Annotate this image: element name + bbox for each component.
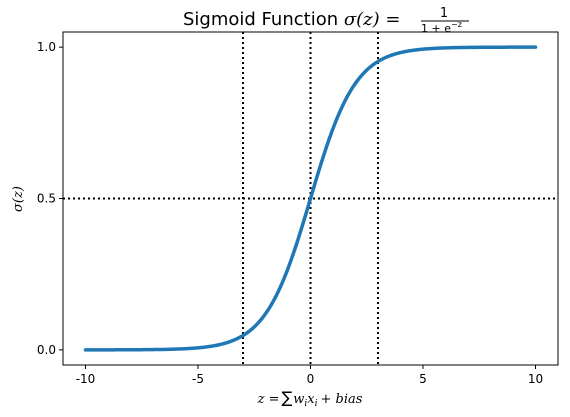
x-tick-label: 0 [307, 372, 315, 386]
y-tick-label: 0.5 [37, 192, 56, 206]
x-axis-label-w: w [293, 392, 304, 407]
x-axis-label-rest: + bias [320, 392, 362, 407]
y-tick-label: 1.0 [37, 40, 56, 54]
chart-title: Sigmoid Function σ(z) = 1 1 + e−z [183, 6, 469, 35]
x-axis-label: z = ∑wixi + bias [257, 388, 363, 409]
title-math-lhs: σ(z) = [344, 9, 401, 30]
x-axis-ticks: -10 -5 0 5 10 [76, 365, 543, 386]
title-denominator-prefix: 1 + e [421, 22, 451, 35]
title-text: Sigmoid Function [183, 9, 344, 30]
sigmoid-curve [83, 45, 538, 352]
title-denominator-exp: −z [451, 20, 462, 29]
svg-text:Sigmoid Function σ(z) =: Sigmoid Function σ(z) = [183, 9, 400, 30]
x-tick-label: 5 [419, 372, 427, 386]
title-fraction-denominator: 1 + e−z [421, 20, 462, 35]
title-fraction-numerator: 1 [440, 6, 448, 21]
x-axis-label-sum: ∑ [281, 388, 292, 407]
y-axis-label: σ(z) [11, 186, 26, 212]
x-axis-label-x-sub: i [315, 399, 318, 409]
x-axis-label-lhs: z = [257, 392, 280, 407]
x-tick-label: 10 [528, 372, 543, 386]
y-tick-label: 0.0 [37, 343, 56, 357]
x-axis-label-x: x [307, 392, 315, 407]
y-axis-ticks: 0.0 0.5 1.0 [37, 40, 63, 357]
x-tick-label: -10 [76, 372, 96, 386]
series-layer [83, 45, 538, 352]
x-axis-label-w-sub: i [304, 399, 307, 409]
x-tick-label: -5 [192, 372, 204, 386]
